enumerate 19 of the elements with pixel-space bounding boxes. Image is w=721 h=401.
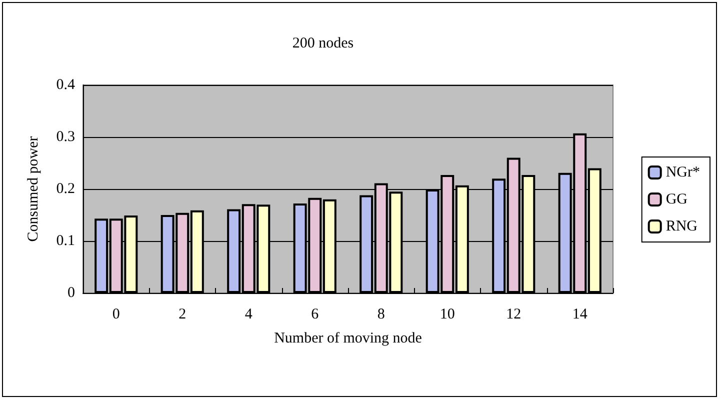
y-tick-label: 0.1 [56,233,75,249]
chart-title: 200 nodes [292,36,354,52]
y-tick-label: 0.4 [56,77,76,93]
x-tick-label: 2 [178,306,186,322]
x-tick-label: 4 [244,306,253,322]
x-tick-label: 10 [440,306,455,322]
y-axis-title: Consumed power [26,136,42,242]
x-tick-label: 8 [377,306,385,322]
legend-label: GG [666,192,688,208]
x-tick-label: 0 [112,306,120,322]
y-tick-label: 0.2 [56,181,75,197]
legend-label: RNG [666,218,698,234]
legend-label: NGr* [666,164,700,180]
x-tick-label: 12 [506,306,522,322]
x-axis-title: Number of moving node [274,330,422,346]
x-tick-label: 6 [311,306,320,322]
y-tick-label: 0 [68,285,75,301]
y-tick-label: 0.3 [56,129,75,145]
x-tick-label: 14 [572,306,588,322]
